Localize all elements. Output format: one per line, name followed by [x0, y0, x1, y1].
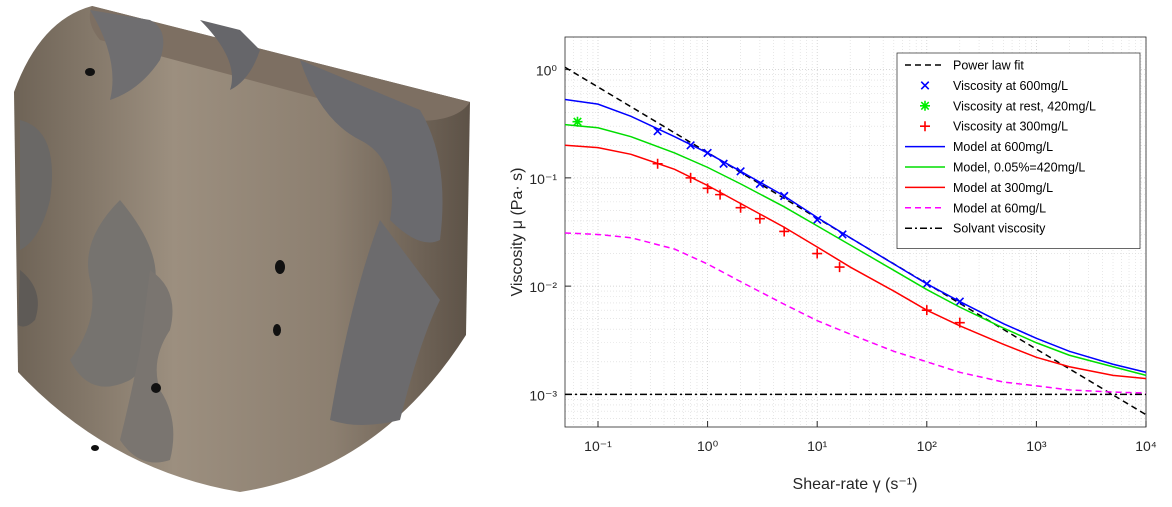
legend-marker [920, 121, 930, 132]
marker [812, 215, 822, 225]
legend-label: Viscosity at rest, 420mg/L [953, 99, 1096, 113]
series-line [565, 232, 1146, 394]
series-line [565, 123, 1146, 377]
legend-label: Model at 60mg/L [953, 201, 1046, 215]
x-tick-label: 10⁴ [1135, 438, 1157, 454]
legend-label: Viscosity at 600mg/L [953, 79, 1068, 93]
series-line [565, 66, 1146, 416]
legend-label: Solvant viscosity [953, 222, 1046, 236]
legend-label: Viscosity at 300mg/L [953, 120, 1068, 134]
x-tick-label: 10⁻¹ [584, 438, 612, 454]
y-tick-label: 10⁰ [536, 63, 558, 79]
marker [834, 262, 845, 273]
axes-box [564, 36, 1147, 428]
legend-marker [920, 100, 930, 111]
y-tick-label: 10⁻³ [529, 387, 557, 403]
x-axis-label: Shear-rate γ (s⁻¹) [793, 476, 918, 493]
legend-label: Model at 300mg/L [953, 181, 1053, 195]
x-tick-label: 10² [917, 438, 938, 454]
marker [754, 213, 765, 224]
marker [812, 248, 823, 259]
series-line [565, 98, 1146, 374]
x-tick-label: 10¹ [807, 438, 828, 454]
y-axis-label: Viscosity μ (Pa· s) [509, 168, 526, 297]
marker [572, 116, 583, 127]
y-tick-label: 10⁻¹ [529, 171, 557, 187]
legend-label: Power law fit [953, 59, 1024, 73]
x-tick-label: 10³ [1026, 438, 1047, 454]
rock-sample-render [14, 6, 470, 492]
marker [653, 126, 662, 136]
legend-marker [920, 81, 930, 90]
legend-label: Model, 0.05%=420mg/L [953, 161, 1085, 175]
x-tick-label: 10⁰ [697, 438, 719, 454]
series-line [565, 144, 1146, 380]
legend-box [896, 52, 1141, 249]
legend-label: Model at 600mg/L [953, 140, 1053, 154]
marker [779, 226, 790, 237]
marker [735, 202, 746, 213]
y-tick-label: 10⁻² [529, 279, 557, 295]
